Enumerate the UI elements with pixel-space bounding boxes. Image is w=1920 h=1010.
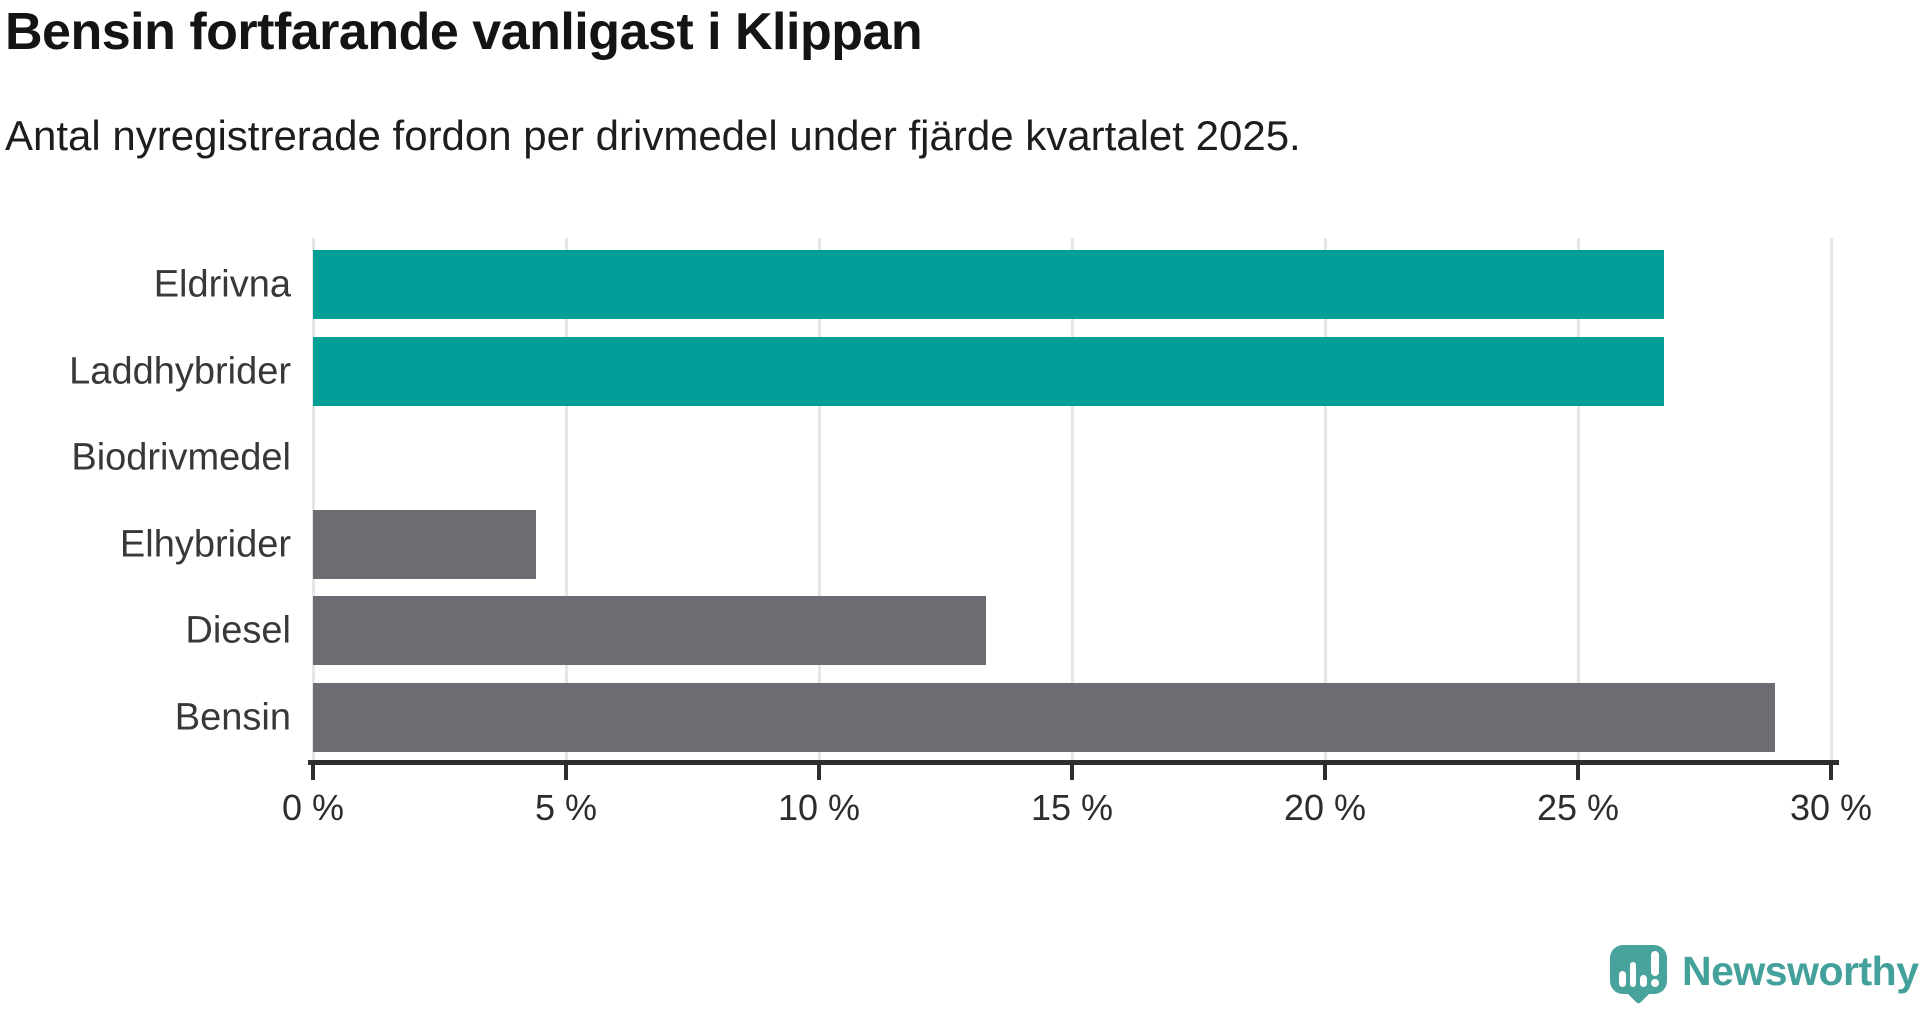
category-label-diesel: Diesel xyxy=(185,609,291,651)
gridline-20 xyxy=(1323,238,1327,762)
logo-bar-1 xyxy=(1619,971,1626,987)
plot-area xyxy=(311,238,1833,762)
tick-mark-10 xyxy=(817,765,821,780)
tick-mark-5 xyxy=(564,765,568,780)
category-label-elhybrider: Elhybrider xyxy=(119,523,291,565)
tick-mark-15 xyxy=(1070,765,1074,780)
bar-eldrivna xyxy=(313,250,1664,319)
gridline-25 xyxy=(1576,238,1580,762)
chart-title: Bensin fortfarande vanligast i Klippan xyxy=(5,3,923,61)
x-axis-line xyxy=(308,760,1839,765)
category-label-laddhybrider: Laddhybrider xyxy=(69,350,291,392)
tick-mark-25 xyxy=(1576,765,1580,780)
tick-mark-30 xyxy=(1829,765,1833,780)
category-label-eldrivna: Eldrivna xyxy=(153,263,291,305)
bar-laddhybrider xyxy=(313,337,1664,406)
bar-bensin xyxy=(313,683,1775,752)
logo-bar-3 xyxy=(1640,975,1648,987)
gridline-30 xyxy=(1829,238,1833,762)
category-axis: Eldrivna Laddhybrider Biodrivmedel Elhybrid… xyxy=(0,238,291,762)
logo-exclamation xyxy=(1651,951,1660,987)
newsworthy-logo: Newsworthy xyxy=(1610,940,1919,1005)
gridline-10 xyxy=(817,238,821,762)
logo-bar-2 xyxy=(1629,962,1637,987)
category-label-biodrivmedel: Biodrivmedel xyxy=(71,436,291,478)
tick-label-5: 5 % xyxy=(534,787,598,828)
gridline-15 xyxy=(1070,238,1074,762)
tick-mark-0 xyxy=(311,765,315,780)
tick-label-25: 25 % xyxy=(1536,787,1620,828)
tick-label-10: 10 % xyxy=(777,787,861,828)
tick-mark-20 xyxy=(1323,765,1327,780)
category-label-bensin: Bensin xyxy=(174,696,291,738)
bar-diesel xyxy=(313,596,986,665)
x-axis-ticks: 0 % 5 % 10 % 15 % 20 % 25 % 30 % xyxy=(282,765,1872,835)
chart-subtitle: Antal nyregistrerade fordon per drivmede… xyxy=(5,112,1301,159)
logo-mini-bars xyxy=(1619,951,1660,987)
gridline-0 xyxy=(311,238,315,762)
speech-bubble-bar-chart-icon xyxy=(1610,940,1667,1005)
gridline-5 xyxy=(564,238,568,762)
tick-label-15: 15 % xyxy=(1030,787,1114,828)
tick-label-20: 20 % xyxy=(1283,787,1367,828)
tick-label-30: 30 % xyxy=(1789,787,1873,828)
tick-label-0: 0 % xyxy=(281,787,345,828)
bar-elhybrider xyxy=(313,510,536,579)
logo-text: Newsworthy xyxy=(1682,947,1919,994)
